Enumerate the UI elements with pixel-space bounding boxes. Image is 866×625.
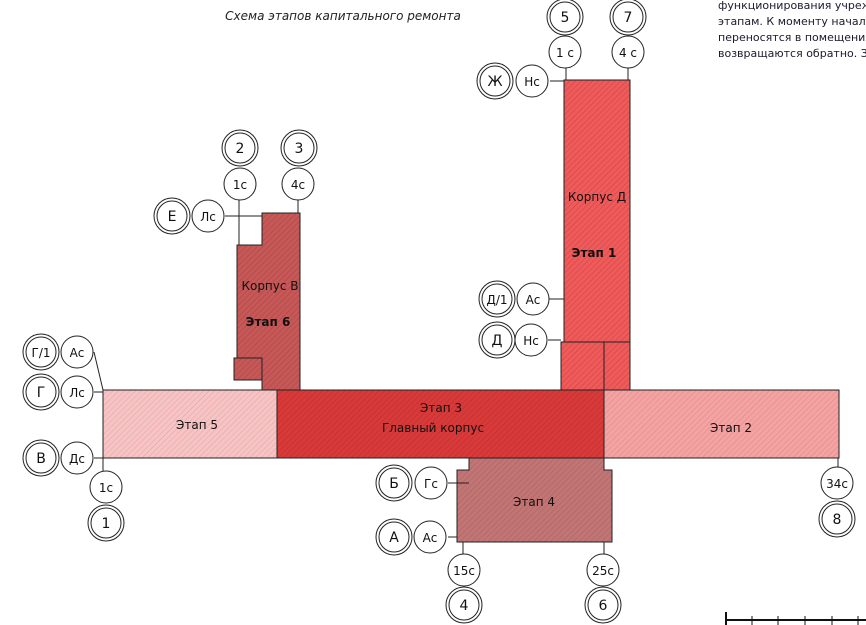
svg-text:8: 8 [833, 512, 842, 528]
svg-text:6: 6 [599, 598, 608, 614]
axis-row-d1: Д/1 [478, 280, 516, 318]
building-v-label: Корпус В [241, 279, 298, 293]
note-line: функционирования учреж [718, 0, 866, 12]
svg-text:Ас: Ас [423, 531, 438, 545]
axis-col-1c-bottom: 1с [89, 470, 123, 504]
axis-marker-1: 1 [87, 504, 125, 542]
axis-marker-7: 7 [609, 0, 647, 36]
building-v [233, 212, 301, 391]
svg-text:Гс: Гс [424, 477, 438, 491]
axis-row-d: Д [478, 321, 516, 359]
svg-text:7: 7 [624, 10, 633, 26]
note-line: этапам. К моменту начал [718, 15, 866, 28]
svg-text:Лс: Лс [69, 386, 85, 400]
svg-text:Д: Д [492, 333, 503, 349]
axis-row-e: Е [153, 197, 191, 235]
svg-text:Ас: Ас [526, 293, 541, 307]
svg-text:Г/1: Г/1 [32, 346, 51, 360]
axis-marker-2: 2 [221, 129, 259, 167]
svg-text:В: В [36, 451, 46, 467]
axis-lines [93, 66, 839, 555]
svg-text:Д/1: Д/1 [486, 293, 507, 307]
axis-row-code-as-d1: Ас [516, 282, 550, 316]
stage-1-label: Этап 1 [572, 246, 617, 260]
building-d-label: Корпус Д [568, 190, 626, 204]
stage-6-label: Этап 6 [246, 315, 291, 329]
axis-row-code-ls-g: Лс [60, 375, 94, 409]
svg-text:3: 3 [295, 141, 304, 157]
axis-marker-5: 5 [546, 0, 584, 36]
axis-marker-8: 8 [818, 500, 856, 538]
axis-row-a: А [375, 518, 413, 556]
building-stage-4 [456, 457, 613, 543]
svg-text:5: 5 [561, 10, 570, 26]
axis-col-1c-d: 1 с [548, 35, 582, 69]
stage-3-label: Этап 3 [420, 401, 462, 415]
axis-col-1c-v: 1с [223, 167, 257, 201]
note-line: возвращаются обратно. З [718, 47, 866, 60]
axis-marker-3: 3 [280, 129, 318, 167]
svg-text:Ас: Ас [70, 346, 85, 360]
svg-text:4с: 4с [291, 178, 305, 192]
svg-text:Нс: Нс [523, 334, 539, 348]
svg-text:Нс: Нс [524, 75, 540, 89]
building-d [560, 79, 631, 391]
axis-row-b: Б [375, 464, 413, 502]
axis-col-15c: 15с [447, 553, 481, 587]
stage-2-label: Этап 2 [710, 421, 752, 435]
axis-row-code-ds-v: Дс [60, 441, 94, 475]
description-note: функционирования учреж этапам. К моменту… [718, 0, 866, 62]
axis-marker-4: 4 [445, 586, 483, 624]
axis-row-g1: Г/1 [22, 333, 60, 371]
axis-row-zh: Ж [476, 62, 514, 100]
stage-4-label: Этап 4 [513, 495, 555, 509]
svg-text:4: 4 [460, 598, 469, 614]
svg-text:4 с: 4 с [619, 46, 637, 60]
svg-text:1с: 1с [233, 178, 247, 192]
svg-text:1 с: 1 с [556, 46, 574, 60]
axis-row-g: Г [22, 373, 60, 411]
axis-row-v: В [22, 439, 60, 477]
svg-text:34с: 34с [826, 477, 848, 491]
svg-text:1с: 1с [99, 481, 113, 495]
svg-text:Б: Б [389, 476, 399, 492]
scale-bar [725, 612, 866, 625]
svg-text:А: А [389, 530, 399, 546]
axis-col-25c: 25с [586, 553, 620, 587]
axis-row-code-as-a: Ас [413, 520, 447, 554]
svg-text:2: 2 [236, 141, 245, 157]
svg-text:Лс: Лс [200, 210, 216, 224]
svg-text:Г: Г [37, 385, 46, 401]
main-block [102, 389, 840, 459]
axis-row-code-as-g1: Ас [60, 335, 94, 369]
main-building-label: Главный корпус [382, 421, 484, 435]
svg-text:Дс: Дс [69, 452, 85, 466]
svg-text:Ж: Ж [487, 74, 502, 90]
axis-row-code-ns-zh: Нс [515, 64, 549, 98]
svg-text:15с: 15с [453, 564, 475, 578]
axis-col-4c-v: 4с [281, 167, 315, 201]
svg-text:Е: Е [168, 209, 177, 225]
diagram-title: Схема этапов капитального ремонта [225, 9, 461, 23]
stage-5-label: Этап 5 [176, 418, 218, 432]
axis-row-code-ns-d: Нс [514, 323, 548, 357]
axis-row-code-ls-e: Лс [191, 199, 225, 233]
axis-row-code-gs-b: Гс [414, 466, 448, 500]
note-line: переносятся в помещения [718, 31, 866, 44]
axis-col-4c-d: 4 с [611, 35, 645, 69]
axis-col-34c: 34с [820, 466, 854, 500]
axis-marker-6: 6 [584, 586, 622, 624]
svg-text:25с: 25с [592, 564, 614, 578]
svg-text:1: 1 [102, 516, 111, 532]
